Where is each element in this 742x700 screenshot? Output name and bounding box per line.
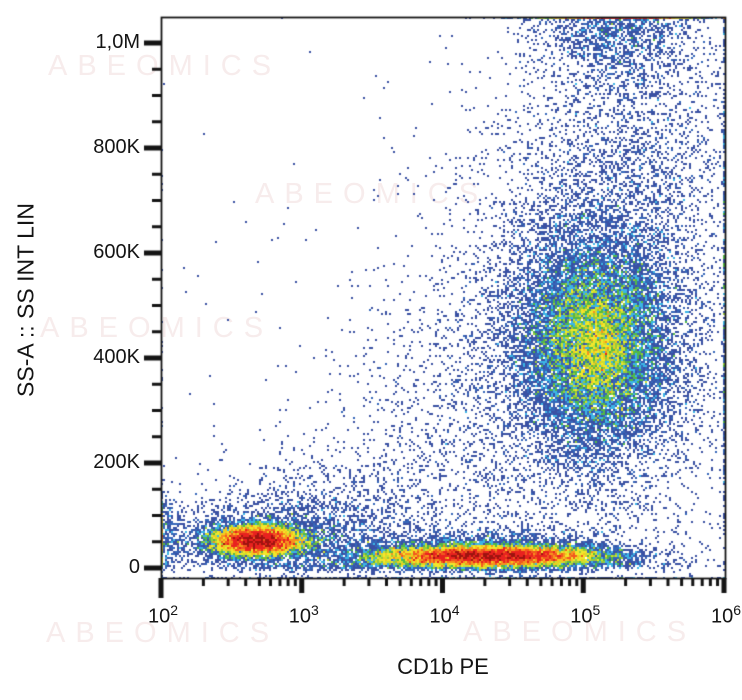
flow-cytometry-figure: ABEOMICSABEOMICSABEOMICSABEOMICSABEOMICS… (0, 0, 742, 700)
density-plot-canvas (0, 0, 742, 700)
